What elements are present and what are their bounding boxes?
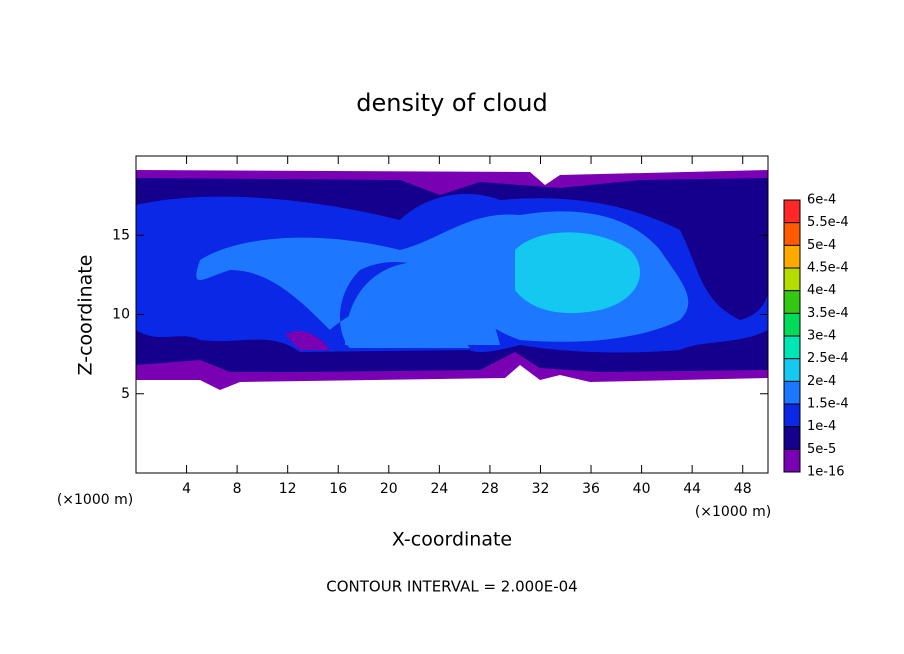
x-tick-label: 16 [329,481,347,497]
colorbar-band [784,200,800,223]
colorbar-label: 3.5e-4 [807,306,849,321]
colorbar-label: 2e-4 [807,374,836,389]
colorbar-band [784,222,800,246]
colorbar-band [784,381,800,404]
x-axis-label: X-coordinate [392,529,512,551]
colorbar-band [784,313,800,336]
footer-note: CONTOUR INTERVAL = 2.000E-04 [326,578,577,596]
colorbar-label: 4.5e-4 [807,261,849,276]
contour-fill [515,232,640,314]
colorbar-label: 5e-5 [807,442,836,457]
x-tick-label: 32 [532,481,550,497]
contour-fill [285,330,330,350]
x-tick-label: 24 [430,481,448,497]
x-tick-label: 8 [233,481,242,497]
colorbar-band [784,404,800,427]
contour-fill [345,262,500,345]
x-tick-label: 20 [380,481,398,497]
colorbar-label: 2.5e-4 [807,351,849,366]
colorbar-label: 1.5e-4 [807,397,849,412]
colorbar-band [784,426,800,450]
colorbar-label: 1e-16 [807,465,845,480]
x-tick-label: 40 [633,481,651,497]
colorbar-label: 5.5e-4 [807,215,849,230]
colorbar-band [784,245,800,268]
y-tick-label: 5 [121,386,130,402]
chart-title: density of cloud [356,89,547,117]
colorbar-band [784,290,800,314]
x-tick-label: 48 [734,481,752,497]
colorbar-band [784,358,800,382]
x-unit-label: (×1000 m) [695,504,771,520]
colorbar-band [784,449,800,472]
x-unit-label: (×1000 m) [57,492,133,508]
x-tick-label: 28 [481,481,499,497]
colorbar-band [784,268,800,291]
colorbar-label: 1e-4 [807,419,836,434]
colorbar-band [784,336,800,359]
x-tick-label: 44 [683,481,701,497]
y-tick-label: 10 [112,307,130,323]
x-tick-label: 4 [182,481,191,497]
colorbar-label: 4e-4 [807,283,836,298]
y-tick-label: 15 [112,227,130,243]
colorbar-label: 6e-4 [807,193,836,208]
colorbar-label: 3e-4 [807,329,836,344]
x-tick-label: 12 [279,481,297,497]
x-tick-label: 36 [582,481,600,497]
y-axis-label: Z-coordinate [75,255,97,376]
colorbar-label: 5e-4 [807,238,836,253]
